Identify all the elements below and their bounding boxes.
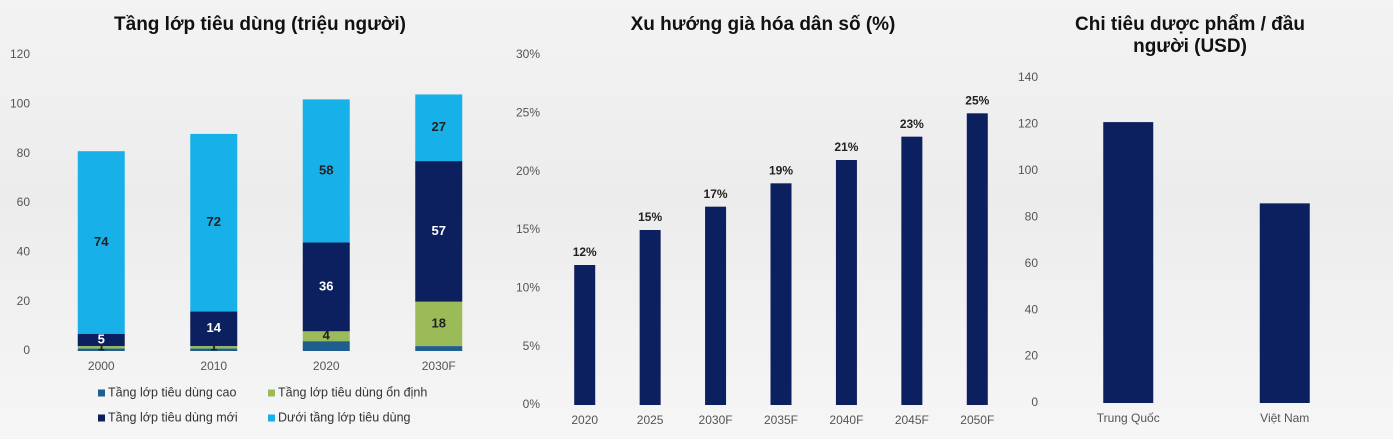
bar-segment bbox=[415, 346, 463, 351]
legend-swatch bbox=[98, 389, 105, 397]
x-tick-label: 2030F bbox=[699, 413, 733, 427]
data-label: 17% bbox=[704, 187, 728, 201]
x-tick-label: 2040F bbox=[829, 413, 863, 427]
y-tick-label: 0% bbox=[523, 397, 541, 411]
x-tick-label: 2020 bbox=[313, 359, 340, 373]
x-tick-label: 2030F bbox=[422, 359, 456, 373]
data-label: 19% bbox=[769, 164, 793, 178]
data-label: 15% bbox=[638, 210, 662, 224]
bar-segment bbox=[415, 94, 463, 162]
bar bbox=[835, 160, 857, 405]
y-tick-label: 20 bbox=[1025, 349, 1039, 363]
bar bbox=[574, 265, 596, 405]
y-tick-label: 100 bbox=[1018, 163, 1038, 177]
bar-segment bbox=[190, 346, 238, 349]
x-tick-label: 2020 bbox=[571, 413, 598, 427]
data-label: 5 bbox=[98, 331, 105, 346]
data-label: 4 bbox=[323, 328, 331, 343]
x-tick-label: 2035F bbox=[764, 413, 798, 427]
y-tick-label: 100 bbox=[10, 97, 30, 111]
legend-label: Tầng lớp tiêu dùng mới bbox=[108, 410, 238, 424]
chart-title: Tầng lớp tiêu dùng (triệu người) bbox=[114, 14, 406, 35]
y-tick-label: 5% bbox=[523, 339, 541, 353]
bar-segment bbox=[302, 341, 350, 351]
data-label: 21% bbox=[834, 140, 858, 154]
data-label: 25% bbox=[965, 94, 989, 108]
data-label: 14 bbox=[207, 320, 222, 335]
bar bbox=[705, 206, 727, 405]
bar-segment bbox=[302, 99, 350, 243]
x-tick-label: 2000 bbox=[88, 359, 115, 373]
data-label: 74 bbox=[94, 234, 109, 249]
legend-label: Tầng lớp tiêu dùng ổn định bbox=[278, 385, 427, 399]
y-tick-label: 10% bbox=[516, 281, 540, 295]
y-tick-label: 120 bbox=[10, 47, 30, 61]
data-label: 58 bbox=[319, 162, 333, 177]
data-label: 36 bbox=[319, 278, 333, 293]
y-tick-label: 60 bbox=[1025, 256, 1039, 270]
y-tick-label: 30% bbox=[516, 47, 540, 61]
bar-segment bbox=[190, 133, 238, 312]
x-tick-label: 2025 bbox=[637, 413, 664, 427]
y-tick-label: 80 bbox=[1025, 209, 1039, 223]
legend-swatch bbox=[268, 389, 275, 397]
data-label: 1 bbox=[98, 339, 105, 354]
bar-segment bbox=[77, 333, 125, 347]
data-label: 18 bbox=[432, 315, 446, 330]
bar-segment bbox=[77, 348, 125, 351]
chart-title: Chi tiêu dược phẩm / đầu người (USD) bbox=[1075, 14, 1305, 57]
data-label: 1 bbox=[210, 339, 217, 354]
data-label: 57 bbox=[432, 223, 446, 238]
y-tick-label: 80 bbox=[17, 146, 31, 160]
bar bbox=[770, 183, 792, 405]
chart-title: Xu hướng già hóa dân số (%) bbox=[630, 14, 896, 35]
x-tick-label: Trung Quốc bbox=[1097, 411, 1160, 425]
bar-segment bbox=[415, 301, 463, 347]
bar bbox=[966, 113, 988, 405]
bar bbox=[1259, 203, 1310, 403]
y-tick-label: 15% bbox=[516, 222, 540, 236]
bar-segment bbox=[415, 161, 463, 302]
y-tick-label: 40 bbox=[17, 245, 31, 259]
bar-segment bbox=[77, 346, 125, 349]
bar-segment bbox=[302, 242, 350, 332]
legend-swatch bbox=[268, 414, 275, 422]
x-tick-label: Việt Nam bbox=[1260, 411, 1309, 425]
x-tick-label: 2045F bbox=[895, 413, 929, 427]
data-label: 23% bbox=[900, 117, 924, 131]
legend-swatch bbox=[98, 414, 105, 422]
legend-label: Tầng lớp tiêu dùng cao bbox=[108, 385, 236, 399]
y-tick-label: 20% bbox=[516, 164, 540, 178]
y-tick-label: 20 bbox=[17, 294, 31, 308]
data-label: 72 bbox=[207, 214, 221, 229]
bar-segment bbox=[302, 331, 350, 342]
x-tick-label: 2050F bbox=[960, 413, 994, 427]
y-tick-label: 140 bbox=[1018, 70, 1038, 84]
y-tick-label: 25% bbox=[516, 106, 540, 120]
bar-segment bbox=[77, 151, 125, 334]
bar bbox=[901, 136, 923, 405]
bar bbox=[639, 230, 661, 405]
bar bbox=[1103, 122, 1154, 403]
bar-segment bbox=[190, 311, 238, 347]
data-label: 12% bbox=[573, 245, 597, 259]
y-tick-label: 0 bbox=[23, 343, 30, 357]
legend-label: Dưới tầng lớp tiêu dùng bbox=[278, 410, 411, 424]
bar-segment bbox=[190, 348, 238, 351]
y-tick-label: 60 bbox=[17, 195, 31, 209]
y-tick-label: 40 bbox=[1025, 302, 1039, 316]
y-tick-label: 120 bbox=[1018, 117, 1038, 131]
data-label: 27 bbox=[432, 119, 446, 134]
y-tick-label: 0 bbox=[1031, 395, 1038, 409]
x-tick-label: 2010 bbox=[200, 359, 227, 373]
